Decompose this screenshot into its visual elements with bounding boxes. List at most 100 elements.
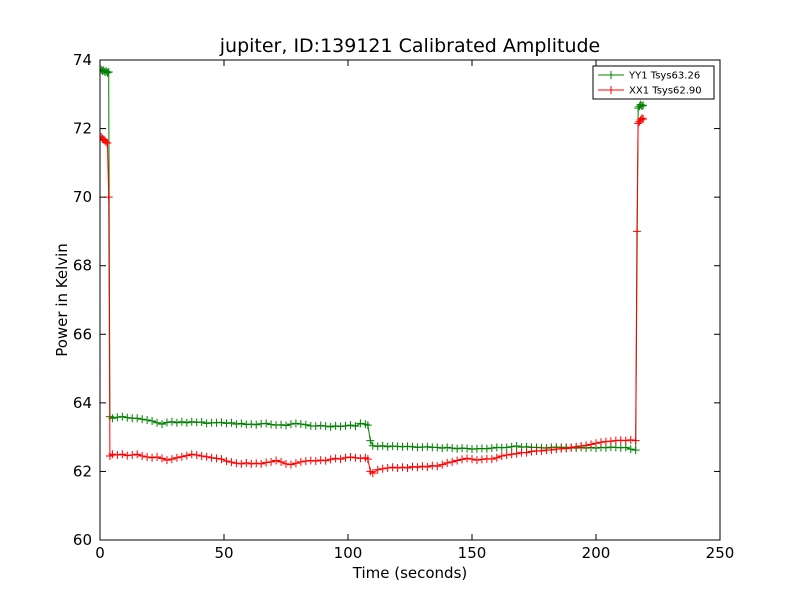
data-point (118, 450, 127, 459)
data-point (162, 418, 171, 427)
data-point (272, 456, 281, 465)
data-point (133, 450, 142, 459)
data-point (237, 419, 246, 428)
data-point (321, 456, 330, 465)
data-point (448, 444, 457, 453)
data-point (222, 419, 231, 428)
data-point (637, 101, 646, 110)
data-point (182, 418, 191, 427)
data-point (311, 422, 320, 431)
data-point (202, 452, 211, 461)
data-point (158, 420, 166, 429)
data-point (291, 419, 300, 428)
data-point (321, 422, 330, 431)
y-tick-label: 64 (73, 394, 92, 412)
data-point (512, 449, 521, 458)
data-point (463, 454, 472, 463)
x-tick-label: 200 (582, 544, 611, 562)
data-point (502, 443, 511, 452)
data-point (512, 442, 521, 451)
data-point (423, 462, 432, 471)
data-point (637, 114, 646, 123)
data-point (301, 457, 310, 466)
y-tick-label: 72 (73, 120, 92, 138)
y-tick-label: 62 (73, 462, 92, 480)
data-point (217, 455, 226, 464)
data-point (423, 442, 432, 451)
data-point (252, 420, 261, 429)
x-tick-label: 50 (214, 544, 233, 562)
data-point (143, 453, 152, 462)
data-point (413, 463, 422, 472)
data-point (202, 419, 211, 428)
data-point (587, 440, 596, 449)
data-point (408, 462, 417, 471)
data-point (621, 436, 630, 445)
data-point (356, 419, 365, 428)
data-point (631, 436, 640, 445)
data-point (438, 460, 447, 469)
data-point (296, 420, 305, 429)
data-point (247, 420, 256, 429)
data-point (336, 422, 345, 431)
data-point (291, 459, 300, 468)
data-point (341, 421, 350, 430)
data-point (443, 458, 452, 467)
data-point (187, 417, 196, 426)
data-point (341, 453, 350, 462)
data-point (577, 442, 586, 451)
data-point (363, 455, 372, 464)
data-point (562, 444, 571, 453)
data-point (398, 463, 407, 472)
data-point (336, 455, 345, 464)
data-point (582, 441, 591, 450)
data-point (113, 450, 122, 459)
y-tick-label: 66 (73, 325, 92, 343)
data-point (443, 443, 452, 452)
data-point (207, 453, 216, 462)
data-point (123, 413, 132, 422)
data-point (311, 457, 320, 466)
data-point (331, 421, 340, 430)
data-point (222, 457, 231, 466)
data-point (262, 458, 271, 467)
data-point (507, 442, 516, 451)
legend: YY1 Tsys63.26 XX1 Tsys62.90 (592, 65, 715, 100)
data-point (418, 462, 427, 471)
data-point (438, 444, 447, 453)
data-point (383, 464, 392, 472)
data-point (177, 452, 186, 461)
data-point (477, 455, 486, 464)
data-point (472, 456, 481, 465)
data-point (153, 418, 162, 427)
data-point (331, 454, 340, 463)
data-point (639, 114, 648, 123)
data-point (639, 101, 648, 110)
x-tick-label: 250 (706, 544, 735, 562)
data-point (363, 421, 372, 430)
data-point (267, 420, 276, 429)
data-point (631, 446, 640, 455)
data-point (187, 450, 196, 459)
data-point (596, 438, 605, 447)
data-point (197, 452, 206, 460)
legend-marker (607, 71, 615, 79)
series-layer (100, 65, 648, 478)
data-point (138, 415, 147, 424)
y-tick-label: 74 (73, 51, 92, 69)
data-point (143, 416, 152, 424)
data-point (547, 445, 556, 454)
data-point (103, 68, 112, 77)
data-point (408, 442, 417, 451)
data-point (162, 456, 171, 465)
data-point (572, 442, 581, 451)
data-point (247, 459, 256, 468)
y-tick-label: 60 (73, 531, 92, 549)
data-point (138, 452, 147, 460)
data-point (453, 456, 462, 465)
data-point (351, 422, 360, 431)
data-point (522, 448, 531, 457)
data-point (487, 444, 496, 453)
data-point (492, 453, 501, 462)
